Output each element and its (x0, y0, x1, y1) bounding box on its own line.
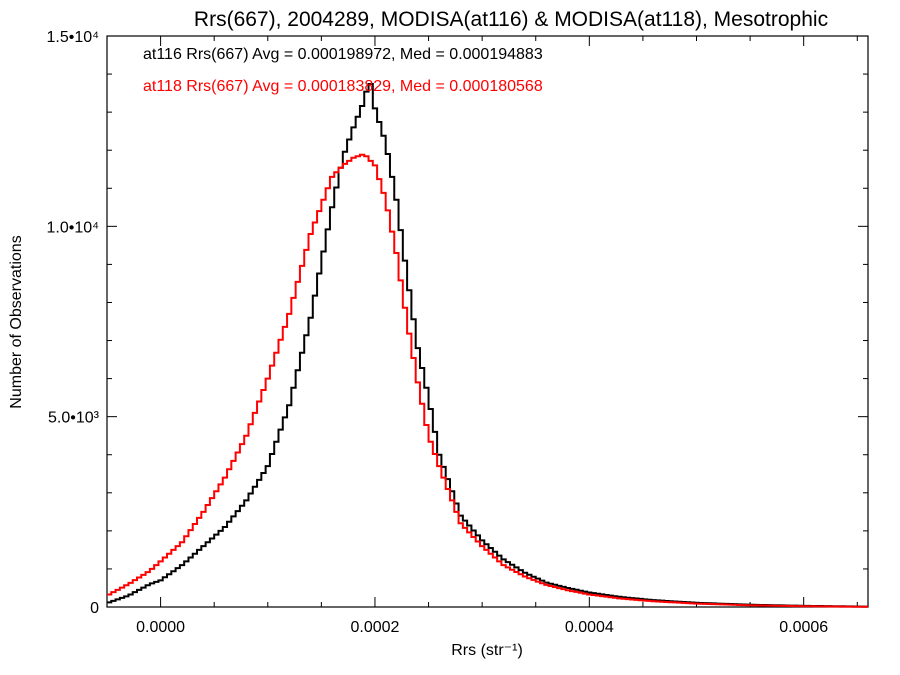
legend-entry-at116: at116 Rrs(667) Avg = 0.000198972, Med = … (143, 46, 543, 63)
series-line-at118 (107, 153, 868, 608)
y-tick-label: 0 (90, 600, 99, 617)
x-axis-label: Rrs (str⁻¹) (451, 642, 523, 659)
x-axis-ticks: 0.0000 0.0002 0.0004 0.0006 (106, 36, 858, 636)
x-tick-label: 0.0000 (136, 619, 185, 636)
y-tick-label: 1.5•10⁴ (46, 29, 99, 46)
legend-entry-at118: at118 Rrs(667) Avg = 0.000183829, Med = … (143, 78, 543, 95)
series-layer (107, 82, 868, 608)
plot-frame (106, 35, 869, 608)
y-tick-label: 5.0•10³ (48, 410, 100, 427)
x-tick-label: 0.0006 (779, 619, 828, 636)
x-tick-label: 0.0004 (565, 619, 614, 636)
chart-title: Rrs(667), 2004289, MODISA(at116) & MODIS… (194, 8, 828, 31)
y-axis-label: Number of Observations (8, 235, 25, 408)
y-axis-ticks: 0 5.0•10³ 1.0•10⁴ 1.5•10⁴ (46, 29, 868, 617)
y-tick-label: 1.0•10⁴ (46, 219, 99, 236)
x-tick-label: 0.0002 (350, 619, 399, 636)
